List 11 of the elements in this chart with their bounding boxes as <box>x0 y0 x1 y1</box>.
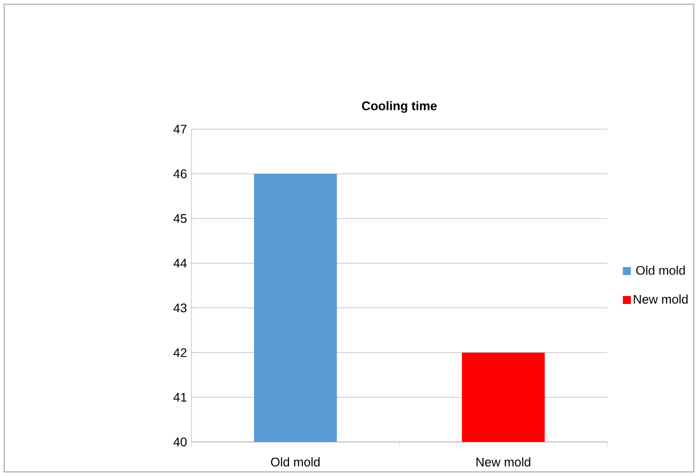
chart-title: Cooling time <box>362 101 437 113</box>
y-tick-label: 43 <box>173 303 187 312</box>
legend-label: New mold <box>634 294 688 304</box>
y-tick-label: 46 <box>173 169 187 178</box>
y-tick-label: 42 <box>173 348 186 357</box>
y-tick-label: 47 <box>173 124 186 134</box>
y-tick-label: 41 <box>173 392 186 402</box>
y-tick-label: 45 <box>173 214 187 223</box>
y-tick-label: 44 <box>173 258 187 268</box>
y-tick-label: 40 <box>173 437 187 446</box>
legend-label: Old mold <box>636 266 685 275</box>
